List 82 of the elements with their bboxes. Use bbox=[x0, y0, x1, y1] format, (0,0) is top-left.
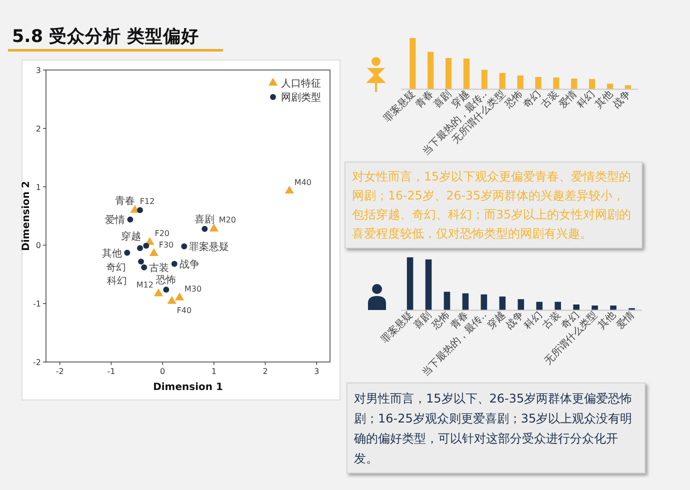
y-tick-label: 2 bbox=[36, 124, 41, 134]
point bbox=[136, 207, 143, 214]
point bbox=[171, 260, 178, 267]
x-tick-label: 1 bbox=[211, 367, 216, 376]
legend-label: 网剧类型 bbox=[281, 92, 321, 104]
point bbox=[138, 258, 144, 265]
bar bbox=[624, 85, 631, 90]
x-tick-label: 3 bbox=[314, 367, 320, 376]
annotation: F20 bbox=[154, 229, 170, 238]
chart-title: 5.8 受众分析 类型偏好 bbox=[12, 26, 200, 47]
bar bbox=[554, 302, 561, 310]
annotation: F40 bbox=[176, 306, 192, 316]
annotation: 其他 bbox=[102, 247, 122, 260]
bar bbox=[536, 302, 543, 310]
annotation: 罪案悬疑 bbox=[189, 240, 230, 253]
bar bbox=[553, 78, 560, 90]
point bbox=[143, 242, 150, 249]
x-tick-label: -1 bbox=[107, 367, 116, 376]
legend-label: 人口特征 bbox=[281, 78, 321, 90]
point bbox=[149, 248, 158, 256]
point bbox=[209, 224, 218, 232]
bar bbox=[428, 52, 434, 90]
bar bbox=[573, 304, 580, 310]
point bbox=[154, 288, 164, 296]
bar bbox=[425, 259, 432, 310]
point bbox=[141, 264, 148, 270]
annotation: M20 bbox=[218, 216, 236, 225]
x-tick-label: 0 bbox=[160, 367, 166, 376]
point bbox=[174, 292, 184, 300]
annotation: M40 bbox=[294, 178, 312, 187]
annotation: 青春 bbox=[114, 194, 135, 207]
point bbox=[167, 296, 176, 304]
annotation: 喜剧 bbox=[194, 213, 215, 226]
text: 对男性而言，15岁以下、26-35岁两群体更偏爱恐怖剧；16-25岁观众则更爱喜剧；35岁以上观众没有明确的偏好类型，可以针对这部分受众进行分众化开发。 bbox=[353, 391, 632, 466]
bar bbox=[445, 58, 452, 90]
point bbox=[127, 216, 134, 222]
point bbox=[136, 245, 143, 252]
bar bbox=[499, 296, 506, 310]
annotation: 爱情 bbox=[105, 214, 126, 226]
y-tick-label: 1 bbox=[36, 182, 41, 192]
annotation: F30 bbox=[158, 240, 174, 250]
y-tick-label: 0 bbox=[36, 241, 41, 250]
x-tick-label: -2 bbox=[56, 367, 64, 376]
bar bbox=[463, 58, 470, 90]
annotation: M12 bbox=[136, 280, 154, 290]
x-axis-title: Dimension 1 bbox=[153, 382, 223, 393]
x-tick-label: 穿越 bbox=[484, 308, 508, 332]
y-tick-label: -2 bbox=[33, 358, 41, 367]
x-tick-label: 2 bbox=[262, 367, 268, 376]
x-tick-label: 科幻 bbox=[522, 308, 544, 332]
annotation: 奇幻 bbox=[106, 262, 126, 274]
annotation: 战争 bbox=[179, 258, 200, 270]
bar bbox=[592, 306, 598, 310]
bar bbox=[444, 292, 450, 310]
annotation: 科幻 bbox=[107, 275, 128, 288]
bar bbox=[589, 79, 596, 90]
bar bbox=[480, 294, 488, 310]
annotation: F12 bbox=[140, 197, 155, 206]
y-tick-label: -1 bbox=[33, 300, 41, 309]
y-axis-title: Dimension 2 bbox=[21, 181, 32, 251]
bar bbox=[462, 293, 469, 310]
point bbox=[163, 286, 170, 293]
bar bbox=[606, 84, 614, 90]
bar bbox=[517, 75, 524, 90]
bar bbox=[499, 72, 506, 90]
point bbox=[202, 226, 208, 232]
annotation: M30 bbox=[184, 284, 202, 294]
point bbox=[181, 243, 188, 250]
annotation: 恐怖 bbox=[155, 274, 176, 286]
bar bbox=[518, 299, 524, 310]
point bbox=[124, 250, 130, 256]
bar bbox=[610, 306, 616, 310]
text: 对女性而言，15岁以下观众更偏爱青春、爱情类型的网剧；16-25岁、26-35岁两群体的兴趣差异较小，包括穿越、奇幻、科幻；而35岁以上的女性对网剧的喜爱程度较低，仅对恐怖类型的网剧有兴趣。 bbox=[352, 170, 632, 241]
bar bbox=[406, 257, 414, 310]
bar bbox=[481, 70, 488, 90]
bar bbox=[571, 78, 578, 90]
y-tick-label: 3 bbox=[36, 66, 41, 75]
bar bbox=[410, 38, 416, 90]
annotation: 古装 bbox=[149, 262, 170, 274]
annotation: 穿越 bbox=[121, 230, 142, 242]
point bbox=[284, 186, 294, 194]
bar bbox=[535, 76, 542, 90]
